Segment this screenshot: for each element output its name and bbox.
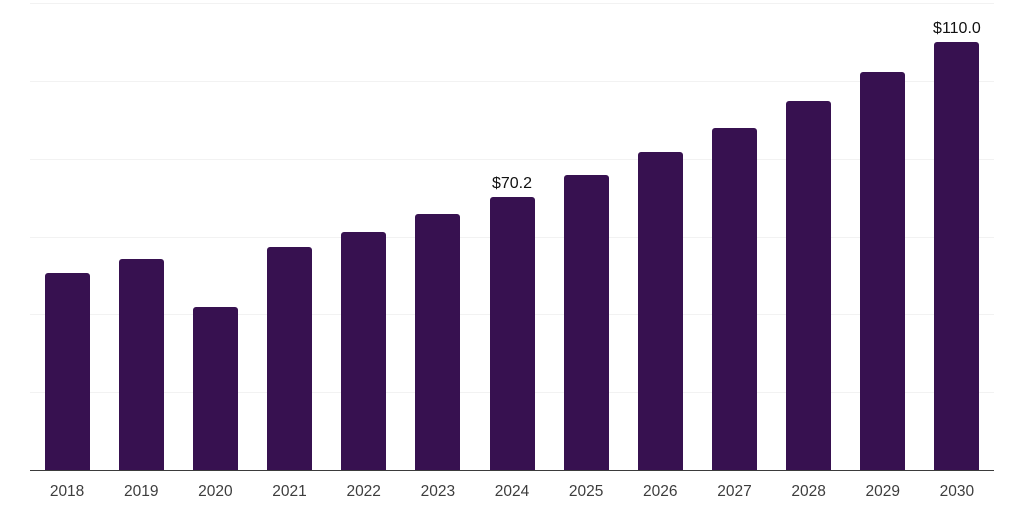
bar-2029 <box>860 71 906 470</box>
bar-2022 <box>341 231 387 470</box>
bar-2020 <box>192 306 238 470</box>
bar-2019 <box>118 259 164 470</box>
x-tick-label-2022: 2022 <box>346 483 381 500</box>
x-tick-label-2023: 2023 <box>420 483 456 500</box>
x-tick-label-2026: 2026 <box>643 483 678 500</box>
data-label-2024: $70.2 <box>491 174 533 192</box>
bar-2027 <box>711 127 757 470</box>
x-tick-label-2025: 2025 <box>568 483 604 500</box>
x-tick-label-2020: 2020 <box>198 483 233 500</box>
bar-2021 <box>267 247 313 470</box>
plot-area: $70.2 $110.0 <box>30 3 994 470</box>
bar-2025 <box>563 175 609 470</box>
gridline-100 <box>30 80 994 82</box>
x-tick-label-2018: 2018 <box>49 483 85 500</box>
bar-2023 <box>415 214 461 470</box>
gridline-80 <box>30 158 994 160</box>
x-tick-label-2027: 2027 <box>717 483 752 500</box>
bar-2024 <box>489 196 535 470</box>
x-tick-label-2024: 2024 <box>494 483 530 500</box>
bar-2018 <box>44 273 90 470</box>
bar-2028 <box>786 100 832 470</box>
x-tick-label-2030: 2030 <box>939 483 975 500</box>
x-tick-label-2028: 2028 <box>791 483 826 500</box>
gridline-120 <box>30 3 994 4</box>
x-tick-label-2019: 2019 <box>123 483 159 500</box>
bar-2030 <box>934 41 980 470</box>
data-label-2030: $110.0 <box>933 19 981 37</box>
x-axis-line <box>30 469 994 471</box>
x-tick-label-2021: 2021 <box>272 483 307 500</box>
bar-2026 <box>637 152 683 470</box>
x-tick-label-2029: 2029 <box>865 483 901 500</box>
